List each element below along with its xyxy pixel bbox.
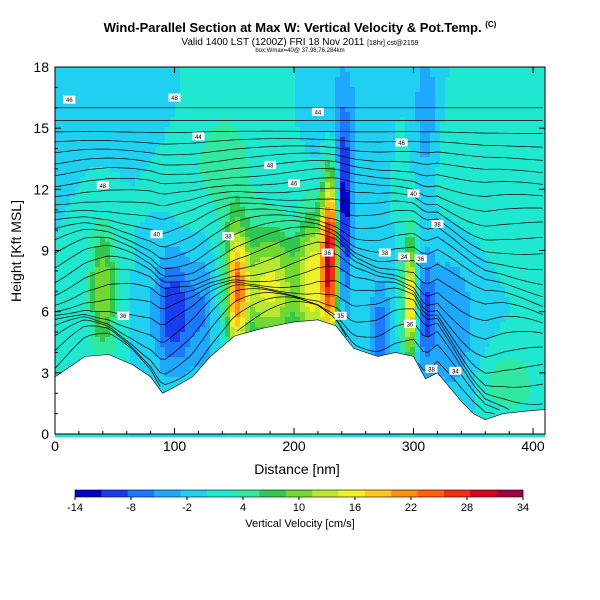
contour-label: 36: [417, 257, 424, 263]
contour-label-bg: [311, 107, 324, 116]
colorbar-swatch: [391, 490, 418, 497]
y-tick-label: 9: [41, 243, 49, 259]
contour-label: 46: [66, 98, 73, 104]
contour-label-bg: [407, 189, 420, 198]
contour-label: 40: [153, 233, 160, 239]
contour-label: 35: [337, 314, 344, 320]
colorbar-swatch: [127, 490, 155, 497]
contour-label-bg: [192, 132, 205, 141]
colorbar-tick-label: 4: [240, 502, 246, 514]
theta-contours: [54, 107, 543, 415]
y-tick-label: 0: [41, 426, 49, 442]
contour-label: 38: [382, 251, 389, 257]
colorbar: -14 -8 -2 4 10 16 22 28 34: [67, 489, 529, 514]
contour-label-bg: [168, 93, 181, 102]
contour-label: 46: [398, 141, 405, 147]
colorbar-tick-label: -8: [126, 502, 136, 514]
contour-label-bg: [334, 311, 347, 320]
contour-label: 34: [452, 369, 459, 375]
x-tick-label: 300: [402, 438, 426, 454]
colorbar-swatch: [259, 490, 287, 497]
colorbar-swatch: [470, 490, 497, 497]
colorbar-swatch: [154, 490, 181, 497]
colorbar-swatch: [312, 490, 339, 497]
contour-label: 36: [120, 314, 127, 320]
colorbar-swatch: [417, 490, 445, 497]
x-tick-label: 100: [163, 438, 187, 454]
contour-label: 34: [401, 255, 408, 261]
contour-label: 44: [315, 110, 322, 116]
contour-label-bg: [425, 364, 438, 373]
x-tick-label: 0: [51, 438, 59, 454]
contour-label-bg: [414, 254, 427, 263]
colorbar-label: Vertical Velocity [cm/s]: [245, 518, 354, 530]
colorbar-swatch: [496, 490, 524, 497]
contour-label: 38: [428, 367, 435, 373]
contour-label: 44: [195, 135, 202, 141]
y-tick-label: 12: [33, 181, 49, 197]
contour-label-bg: [378, 248, 391, 257]
contour-label: 46: [291, 182, 298, 188]
y-axis-label: Height [Kft MSL]: [8, 200, 24, 302]
colorbar-tick-label: -14: [67, 502, 83, 514]
x-tick-label: 400: [521, 438, 545, 454]
colorbar-swatch: [206, 490, 234, 497]
contour-label-bg: [96, 181, 109, 190]
colorbar-tick-label: 22: [405, 502, 417, 514]
contour-label: 36: [324, 251, 331, 257]
chart-subtitle-2: box:Wmax=40@ 37.98,76.284km: [255, 48, 345, 54]
contour-label-bg: [395, 138, 408, 147]
contour-label: 48: [171, 96, 178, 102]
x-axis-label: Distance [nm]: [254, 461, 340, 477]
contour-label-bg: [403, 319, 416, 328]
contour-labels: 46 48 44 44 46 48 48 46 40 38 40 38 36 38 34 36 36 35 36 38…: [63, 93, 462, 375]
y-tick-label: 6: [41, 304, 49, 320]
colorbar-swatch: [443, 490, 471, 497]
colorbar-swatch: [101, 490, 129, 497]
colorbar-swatch: [338, 490, 366, 497]
colorbar-swatch: [233, 490, 260, 497]
contour-label-bg: [222, 232, 235, 241]
colorbar-swatch: [285, 490, 313, 497]
contour-label-bg: [63, 95, 76, 104]
contour-label-bg: [397, 252, 410, 261]
chart-title-mark: (C): [485, 20, 497, 29]
contour-label-bg: [449, 366, 462, 375]
y-tick-label: 3: [41, 365, 49, 381]
chart-title: Wind-Parallel Section at Max W: Vertical…: [0, 20, 600, 35]
y-tick-label: 18: [33, 59, 49, 75]
chart-subtitle-text: Valid 1400 LST (1200Z) FRI 18 Nov 2011: [181, 37, 365, 48]
colorbar-swatch: [75, 490, 102, 497]
contour-label-bg: [431, 219, 444, 228]
contour-label: 38: [434, 222, 441, 228]
contour-label-bg: [288, 179, 301, 188]
colorbar-tick-label: 28: [461, 502, 473, 514]
colorbar-swatch: [180, 490, 208, 497]
contour-label: 40: [410, 192, 417, 198]
terrain-mask: [54, 319, 546, 435]
contour-label: 38: [225, 235, 232, 241]
contour-label: 48: [99, 184, 106, 190]
colorbar-tick-label: 34: [517, 502, 529, 514]
x-tick-label: 200: [282, 438, 306, 454]
y-tick-label: 15: [33, 120, 49, 136]
colorbar-tick-label: -2: [182, 502, 192, 514]
contour-label: 36: [407, 322, 414, 328]
colorbar-swatch: [364, 490, 392, 497]
chart-subtitle-extra: [18hr] cst@2159: [367, 40, 419, 47]
colorbar-tick-label: 16: [349, 502, 361, 514]
contour-label: 48: [267, 163, 274, 169]
chart-subtitle: Valid 1400 LST (1200Z) FRI 18 Nov 2011 […: [0, 37, 600, 48]
colorbar-tick-label: 10: [293, 502, 305, 514]
contour-label-bg: [150, 230, 163, 239]
chart-title-text: Wind-Parallel Section at Max W: Vertical…: [103, 20, 482, 35]
contour-label-bg: [321, 248, 334, 257]
contour-label-bg: [117, 311, 130, 320]
contour-label-bg: [264, 160, 277, 169]
